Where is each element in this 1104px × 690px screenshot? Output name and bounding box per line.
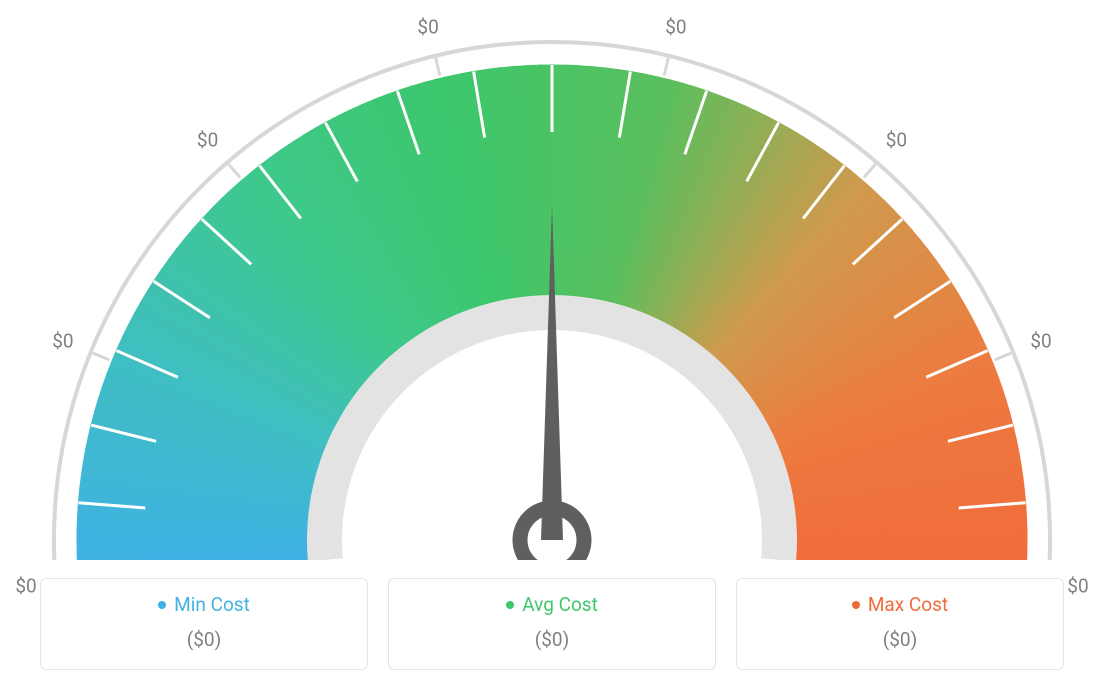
cost-gauge-container: $0 $0 $0 $0 $0 $0 $0 $0 Min Cost ($0) Avg Cost … (0, 0, 1104, 690)
gauge-tick-label: $0 (15, 575, 36, 598)
legend-card-avg: Avg Cost ($0) (388, 578, 716, 670)
gauge-tick-label: $0 (1030, 329, 1051, 352)
legend-title-avg: Avg Cost (506, 593, 598, 616)
legend-value-min: ($0) (41, 628, 367, 651)
gauge-tick-label: $0 (417, 15, 438, 38)
legend-card-max: Max Cost ($0) (736, 578, 1064, 670)
gauge-tick-label: $0 (886, 128, 907, 151)
legend-value-avg: ($0) (389, 628, 715, 651)
gauge-svg (0, 0, 1104, 560)
legend-title-max: Max Cost (852, 593, 948, 616)
legend-dot-max (852, 601, 860, 609)
legend-value-max: ($0) (737, 628, 1063, 651)
legend-dot-min (158, 601, 166, 609)
gauge-tick-label: $0 (665, 15, 686, 38)
legend-dot-avg (506, 601, 514, 609)
legend-title-min: Min Cost (158, 593, 250, 616)
gauge-chart: $0$0$0$0$0$0$0$0 (0, 0, 1104, 560)
legend-label-min: Min Cost (174, 593, 250, 616)
legend-row: Min Cost ($0) Avg Cost ($0) Max Cost ($0… (40, 578, 1064, 670)
legend-label-max: Max Cost (868, 593, 948, 616)
gauge-tick-label: $0 (1067, 575, 1088, 598)
gauge-tick-label: $0 (197, 128, 218, 151)
legend-label-avg: Avg Cost (522, 593, 598, 616)
gauge-tick-label: $0 (52, 329, 73, 352)
legend-card-min: Min Cost ($0) (40, 578, 368, 670)
